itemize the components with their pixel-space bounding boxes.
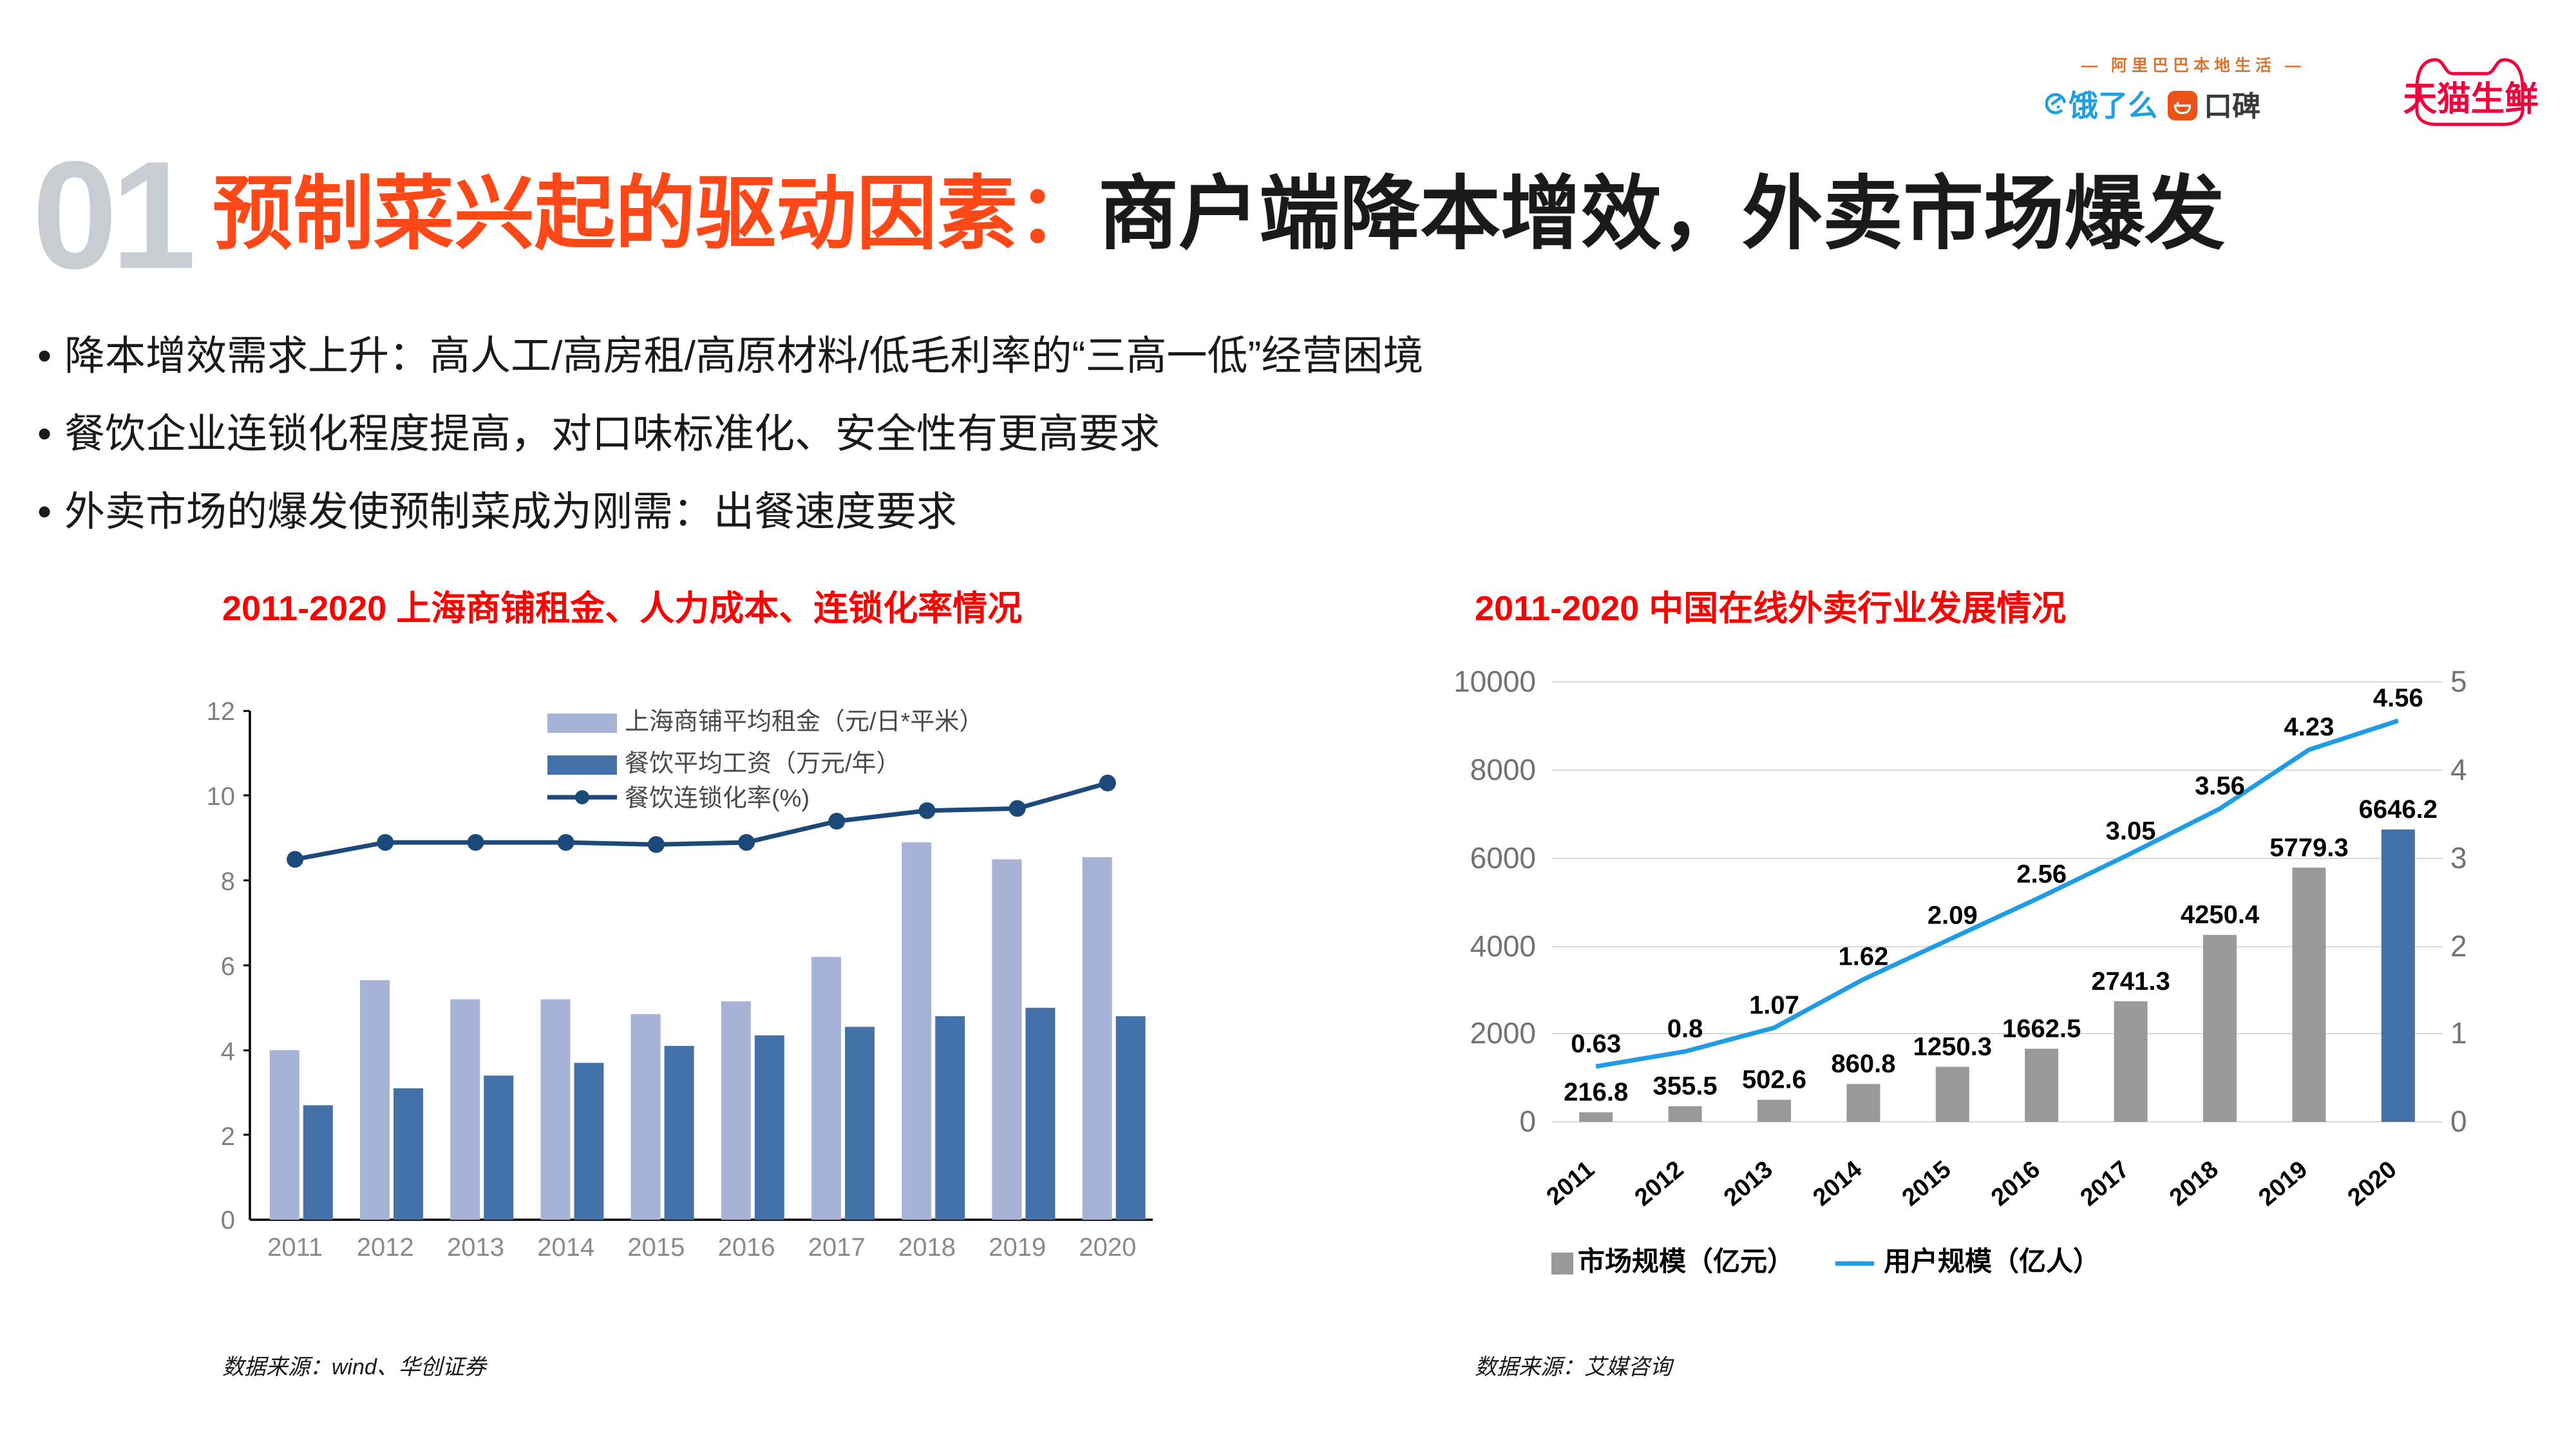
svg-text:4250.4: 4250.4 [2181, 901, 2260, 929]
svg-text:2019: 2019 [2253, 1156, 2313, 1212]
svg-text:2016: 2016 [1986, 1156, 2045, 1212]
svg-text:2: 2 [2450, 929, 2467, 963]
svg-text:6000: 6000 [1470, 841, 1536, 875]
svg-text:0: 0 [221, 1206, 235, 1235]
svg-text:8: 8 [221, 867, 235, 896]
svg-text:2018: 2018 [898, 1233, 956, 1262]
svg-text:2: 2 [221, 1122, 235, 1151]
svg-text:4: 4 [221, 1037, 235, 1066]
svg-text:2741.3: 2741.3 [2091, 967, 2170, 996]
svg-text:2013: 2013 [1719, 1156, 1778, 1212]
svg-text:216.8: 216.8 [1564, 1078, 1628, 1106]
svg-text:2019: 2019 [989, 1233, 1046, 1262]
svg-text:2015: 2015 [1897, 1156, 1956, 1212]
svg-text:2020: 2020 [2343, 1156, 2402, 1212]
svg-text:2013: 2013 [447, 1233, 504, 1262]
svg-text:2014: 2014 [537, 1233, 594, 1262]
svg-text:2.09: 2.09 [1927, 902, 1978, 930]
svg-text:4.56: 4.56 [2373, 684, 2423, 712]
svg-text:1250.3: 1250.3 [1913, 1033, 1992, 1061]
svg-text:0.8: 0.8 [1667, 1015, 1703, 1043]
svg-text:上海商铺平均租金（元/日*平米）: 上海商铺平均租金（元/日*平米） [625, 708, 983, 735]
svg-text:2016: 2016 [718, 1233, 775, 1262]
svg-text:355.5: 355.5 [1653, 1072, 1718, 1101]
svg-text:1.62: 1.62 [1838, 943, 1888, 971]
svg-text:6: 6 [221, 952, 235, 981]
svg-text:860.8: 860.8 [1831, 1050, 1895, 1078]
svg-text:0: 0 [2450, 1104, 2467, 1138]
svg-text:6646.2: 6646.2 [2359, 795, 2438, 824]
svg-text:4.23: 4.23 [2284, 713, 2334, 741]
svg-text:8000: 8000 [1470, 753, 1536, 786]
svg-text:2011: 2011 [267, 1233, 323, 1262]
svg-text:502.6: 502.6 [1742, 1066, 1806, 1094]
svg-text:0.63: 0.63 [1571, 1030, 1621, 1058]
svg-text:2017: 2017 [808, 1233, 866, 1262]
svg-text:5779.3: 5779.3 [2269, 833, 2348, 862]
svg-text:3.05: 3.05 [2106, 817, 2156, 845]
svg-text:2018: 2018 [2164, 1156, 2224, 1212]
svg-text:2015: 2015 [627, 1233, 685, 1262]
svg-text:2014: 2014 [1808, 1156, 1867, 1212]
svg-text:2020: 2020 [1079, 1233, 1136, 1262]
svg-text:12: 12 [207, 697, 236, 726]
svg-text:10000: 10000 [1454, 665, 1536, 698]
svg-text:10: 10 [207, 782, 236, 811]
svg-text:2011: 2011 [1542, 1156, 1600, 1211]
svg-text:用户规模（亿人）: 用户规模（亿人） [1884, 1246, 2100, 1276]
svg-text:2000: 2000 [1470, 1016, 1536, 1050]
svg-text:5: 5 [2450, 665, 2467, 698]
svg-text:1: 1 [2450, 1016, 2467, 1050]
svg-text:2012: 2012 [1630, 1156, 1689, 1212]
svg-text:3.56: 3.56 [2195, 772, 2245, 800]
svg-text:4000: 4000 [1470, 929, 1536, 963]
svg-text:2017: 2017 [2076, 1156, 2135, 1212]
svg-text:2.56: 2.56 [2016, 860, 2067, 888]
svg-text:2012: 2012 [357, 1233, 414, 1262]
svg-text:天猫生鲜: 天猫生鲜 [2403, 80, 2539, 118]
svg-text:餐饮连锁化率(%): 餐饮连锁化率(%) [625, 785, 810, 812]
svg-text:0: 0 [1519, 1104, 1536, 1138]
svg-text:3: 3 [2450, 841, 2467, 875]
svg-text:4: 4 [2450, 753, 2467, 786]
svg-text:市场规模（亿元）: 市场规模（亿元） [1578, 1246, 1794, 1276]
svg-text:1.07: 1.07 [1749, 991, 1799, 1019]
svg-text:1662.5: 1662.5 [2002, 1014, 2081, 1043]
svg-text:餐饮平均工资（万元/年）: 餐饮平均工资（万元/年） [625, 750, 901, 777]
